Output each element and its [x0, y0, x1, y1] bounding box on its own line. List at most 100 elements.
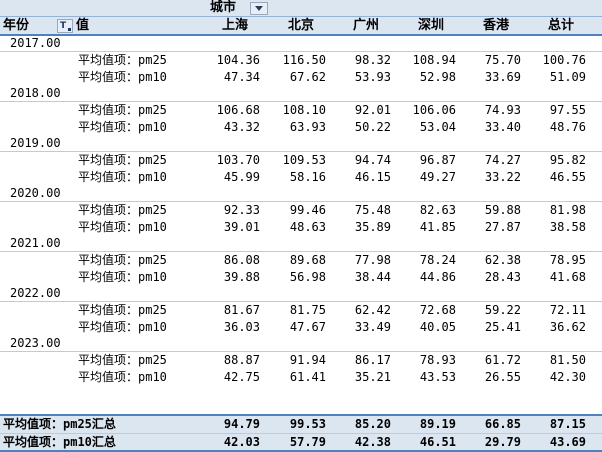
filter-applied-icon[interactable]: T [57, 19, 73, 33]
measure-label: 平均值项：pm25 [78, 353, 167, 367]
cell-value: 103.70 [216, 153, 260, 167]
cell-value: 78.95 [549, 253, 586, 267]
year-label: 2022.00 [10, 286, 61, 300]
grand-total-value: 42.03 [223, 435, 260, 449]
column-header-1[interactable]: 上海 [221, 18, 248, 33]
grand-total-value: 89.19 [419, 417, 456, 431]
column-header-6[interactable]: 总计 [547, 18, 574, 33]
column-header-2[interactable]: 北京 [287, 18, 314, 33]
cell-value: 50.22 [354, 120, 391, 134]
cell-value: 97.55 [549, 103, 586, 117]
cell-value: 26.55 [484, 370, 521, 384]
measure-label: 平均值项：pm10 [78, 370, 167, 384]
cell-value: 47.34 [223, 70, 260, 84]
pivot-header-row: 年份 T 值 上海 北京 广州 深圳 香港 总计 [0, 17, 602, 36]
cell-value: 81.75 [289, 303, 326, 317]
pivot-year-row[interactable]: 2022.00 [0, 286, 602, 302]
cell-value: 56.98 [289, 270, 326, 284]
filter-glyph: T [60, 21, 67, 31]
cell-value: 96.87 [419, 153, 456, 167]
cell-value: 41.68 [549, 270, 586, 284]
table-row[interactable]: 平均值项：pm10 43.32 63.93 50.22 53.04 33.40 48.76 [0, 119, 602, 136]
grand-total-row[interactable]: 平均值项：pm10汇总 42.03 57.79 42.38 46.51 29.79 43.6… [0, 433, 602, 450]
table-row[interactable]: 平均值项：pm10 36.03 47.67 33.49 40.05 25.41 36.62 [0, 319, 602, 336]
cell-value: 33.69 [484, 70, 521, 84]
cell-value: 81.67 [223, 303, 260, 317]
table-row[interactable]: 平均值项：pm25 86.08 89.68 77.98 78.24 62.38 78.95 [0, 252, 602, 269]
cell-value: 38.58 [549, 220, 586, 234]
pivot-column-field-bar: 城市 [0, 0, 602, 17]
cell-value: 36.03 [223, 320, 260, 334]
cell-value: 48.63 [289, 220, 326, 234]
pivot-year-row[interactable]: 2021.00 [0, 236, 602, 252]
measure-label: 平均值项：pm10 [78, 320, 167, 334]
cell-value: 45.99 [223, 170, 260, 184]
column-header-3[interactable]: 广州 [352, 18, 379, 33]
cell-value: 86.08 [223, 253, 260, 267]
cell-value: 46.55 [549, 170, 586, 184]
cell-value: 75.48 [354, 203, 391, 217]
cell-value: 109.53 [282, 153, 326, 167]
cell-value: 33.22 [484, 170, 521, 184]
measure-label: 平均值项：pm25 [78, 203, 167, 217]
cell-value: 28.43 [484, 270, 521, 284]
table-row[interactable]: 平均值项：pm10 45.99 58.16 46.15 49.27 33.22 46.55 [0, 169, 602, 186]
row-field-label[interactable]: 年份 [3, 18, 30, 33]
cell-value: 95.82 [549, 153, 586, 167]
cell-value: 104.36 [216, 53, 260, 67]
table-row[interactable]: 平均值项：pm25 103.70 109.53 94.74 96.87 74.27 95.8… [0, 152, 602, 169]
cell-value: 100.76 [542, 53, 586, 67]
measure-label: 平均值项：pm10 [78, 220, 167, 234]
cell-value: 116.50 [282, 53, 326, 67]
cell-value: 62.42 [354, 303, 391, 317]
cell-value: 77.98 [354, 253, 391, 267]
cell-value: 78.93 [419, 353, 456, 367]
table-row[interactable]: 平均值项：pm25 81.67 81.75 62.42 72.68 59.22 72.11 [0, 302, 602, 319]
pivot-year-row[interactable]: 2023.00 [0, 336, 602, 352]
cell-value: 27.87 [484, 220, 521, 234]
table-row[interactable]: 平均值项：pm10 39.88 56.98 38.44 44.86 28.43 41.68 [0, 269, 602, 286]
table-row[interactable]: 平均值项：pm25 92.33 99.46 75.48 82.63 59.88 81.98 [0, 202, 602, 219]
grand-total-label: 平均值项：pm10汇总 [3, 435, 116, 449]
pivot-year-row[interactable]: 2020.00 [0, 186, 602, 202]
chevron-down-icon[interactable] [250, 2, 268, 15]
cell-value: 63.93 [289, 120, 326, 134]
cell-value: 74.93 [484, 103, 521, 117]
table-row[interactable]: 平均值项：pm10 39.01 48.63 35.89 41.85 27.87 38.58 [0, 219, 602, 236]
cell-value: 51.09 [549, 70, 586, 84]
cell-value: 46.15 [354, 170, 391, 184]
cell-value: 44.86 [419, 270, 456, 284]
column-field-label[interactable]: 城市 [209, 0, 236, 15]
column-header-4[interactable]: 深圳 [417, 18, 444, 33]
cell-value: 106.68 [216, 103, 260, 117]
cell-value: 108.10 [282, 103, 326, 117]
table-row[interactable]: 平均值项：pm25 104.36 116.50 98.32 108.94 75.70 100… [0, 52, 602, 69]
table-row[interactable]: 平均值项：pm10 42.75 61.41 35.21 43.53 26.55 42.30 [0, 369, 602, 386]
cell-value: 35.21 [354, 370, 391, 384]
cell-value: 82.63 [419, 203, 456, 217]
measure-label: 平均值项：pm10 [78, 270, 167, 284]
pivot-year-row[interactable]: 2018.00 [0, 86, 602, 102]
grand-total-row[interactable]: 平均值项：pm25汇总 94.79 99.53 85.20 89.19 66.85 87.1… [0, 416, 602, 433]
value-field-label[interactable]: 值 [76, 18, 90, 33]
table-row[interactable]: 平均值项：pm10 47.34 67.62 53.93 52.98 33.69 51.09 [0, 69, 602, 86]
cell-value: 98.32 [354, 53, 391, 67]
measure-label: 平均值项：pm10 [78, 120, 167, 134]
cell-value: 61.41 [289, 370, 326, 384]
table-row[interactable]: 平均值项：pm25 106.68 108.10 92.01 106.06 74.93 97.… [0, 102, 602, 119]
pivot-year-row[interactable]: 2019.00 [0, 136, 602, 152]
column-header-5[interactable]: 香港 [482, 18, 509, 33]
cell-value: 25.41 [484, 320, 521, 334]
cell-value: 35.89 [354, 220, 391, 234]
cell-value: 91.94 [289, 353, 326, 367]
table-row[interactable]: 平均值项：pm25 88.87 91.94 86.17 78.93 61.72 81.50 [0, 352, 602, 369]
cell-value: 78.24 [419, 253, 456, 267]
pivot-year-row[interactable]: 2017.00 [0, 36, 602, 52]
cell-value: 75.70 [484, 53, 521, 67]
measure-label: 平均值项：pm25 [78, 153, 167, 167]
cell-value: 61.72 [484, 353, 521, 367]
cell-value: 108.94 [412, 53, 456, 67]
cell-value: 49.27 [419, 170, 456, 184]
grand-total-value: 42.38 [354, 435, 391, 449]
